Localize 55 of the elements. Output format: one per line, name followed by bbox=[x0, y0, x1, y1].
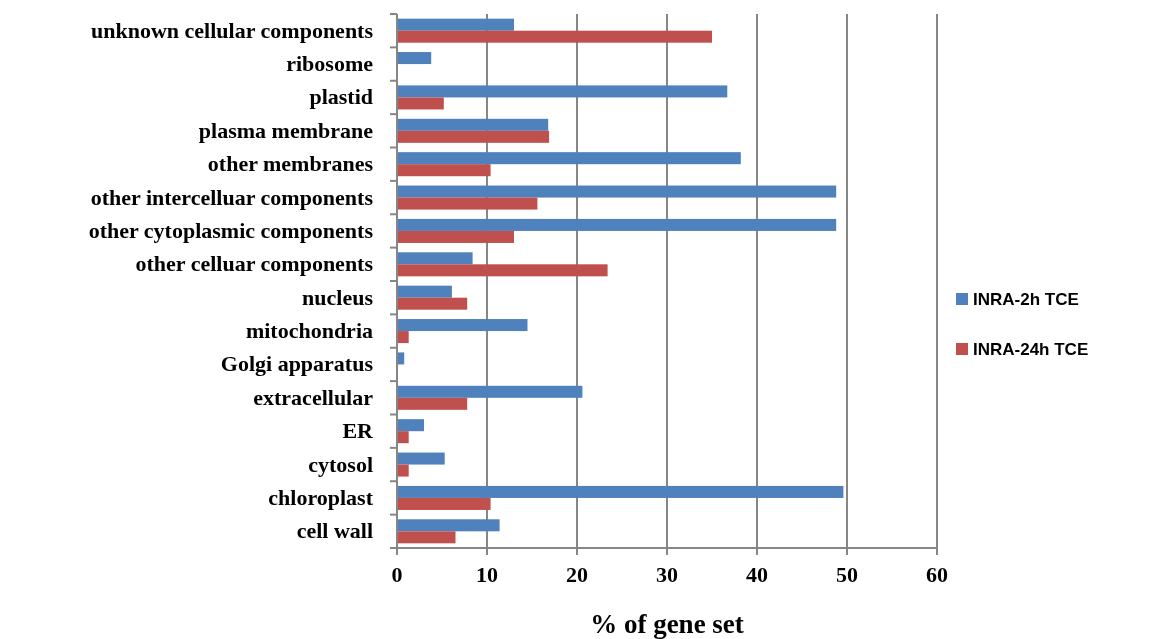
bar bbox=[397, 497, 491, 510]
y-tick-label: nucleus bbox=[302, 284, 374, 310]
legend-label: INRA-24h TCE bbox=[973, 340, 1089, 359]
y-tick-label: mitochondria bbox=[245, 318, 373, 344]
y-tick-label: plasma membrane bbox=[198, 117, 374, 143]
x-tick-label: 40 bbox=[746, 562, 768, 587]
y-tick-label: other celluar components bbox=[135, 251, 374, 277]
bar bbox=[397, 452, 445, 465]
y-tick-label: ribosome bbox=[286, 51, 374, 77]
bar bbox=[397, 385, 583, 398]
bar bbox=[397, 52, 432, 65]
bar bbox=[397, 519, 500, 532]
bar bbox=[397, 485, 844, 498]
bar bbox=[397, 30, 712, 43]
bar bbox=[397, 285, 452, 298]
bar bbox=[397, 531, 456, 544]
bar bbox=[397, 130, 550, 143]
bar bbox=[397, 464, 409, 477]
bar bbox=[397, 118, 549, 131]
bar bbox=[397, 230, 514, 243]
bar bbox=[397, 164, 491, 177]
bar bbox=[397, 18, 514, 31]
bar bbox=[397, 252, 473, 265]
x-tick-label: 20 bbox=[566, 562, 588, 587]
y-tick-label: unknown cellular components bbox=[91, 17, 374, 43]
y-tick-label: other membranes bbox=[207, 151, 374, 177]
bar bbox=[397, 264, 608, 277]
y-tick-label: cytosol bbox=[308, 451, 373, 477]
bar bbox=[397, 197, 538, 210]
y-tick-label: other cytoplasmic components bbox=[88, 217, 374, 243]
x-axis-title: % of gene set bbox=[590, 609, 744, 639]
bar bbox=[397, 97, 444, 110]
bar bbox=[397, 218, 837, 231]
bar bbox=[397, 152, 741, 165]
bar bbox=[397, 331, 409, 344]
x-tick-label: 30 bbox=[656, 562, 678, 587]
y-tick-label: chloroplast bbox=[268, 484, 374, 510]
x-tick-label: 60 bbox=[926, 562, 948, 587]
y-tick-label: Golgi apparatus bbox=[220, 351, 374, 377]
bar bbox=[397, 185, 837, 198]
legend-label: INRA-2h TCE bbox=[973, 290, 1079, 309]
y-tick-label: cell wall bbox=[296, 518, 373, 544]
bar bbox=[397, 297, 468, 310]
x-tick-label: 10 bbox=[476, 562, 498, 587]
x-tick-label: 50 bbox=[836, 562, 858, 587]
bar bbox=[397, 85, 728, 98]
bar bbox=[397, 319, 528, 332]
bar bbox=[397, 431, 409, 444]
y-tick-label: other intercelluar components bbox=[90, 184, 374, 210]
bar bbox=[397, 397, 468, 410]
y-tick-label: extracellular bbox=[253, 384, 374, 410]
x-tick-label: 0 bbox=[391, 562, 403, 587]
bar bbox=[397, 419, 424, 432]
y-tick-label: ER bbox=[342, 418, 375, 444]
y-tick-label: plastid bbox=[309, 84, 373, 110]
